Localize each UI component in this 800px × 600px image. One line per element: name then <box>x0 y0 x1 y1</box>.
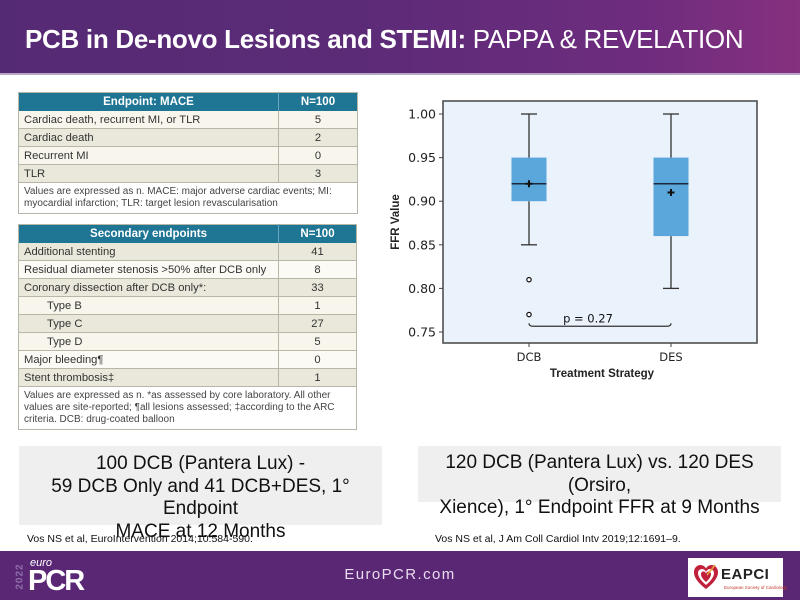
secondary-header-endpoint: Secondary endpoints <box>18 224 279 243</box>
footer-bar: 2022 euro PCR EuroPCR.com EAPCI European… <box>0 551 800 600</box>
row-value: 33 <box>278 278 357 297</box>
mace-header-endpoint: Endpoint: MACE <box>18 92 279 111</box>
table-row: Coronary dissection after DCB only*: 33 <box>18 278 357 297</box>
summary-line: 59 DCB Only and 41 DCB+DES, 1° Endpoint <box>51 475 350 520</box>
row-value: 5 <box>278 332 357 351</box>
row-label: Type D <box>18 332 279 351</box>
title-bar: PCB in De-novo Lesions and STEMI: PAPPA … <box>0 0 800 75</box>
secondary-footnote: Values are expressed as n. *as assessed … <box>18 386 357 430</box>
website-link[interactable]: EuroPCR.com <box>344 566 456 583</box>
row-label: Type C <box>18 314 279 333</box>
mace-header-n: N=100 <box>278 92 358 111</box>
slide-title-bold: PCB in De-novo Lesions and STEMI: <box>25 24 466 54</box>
table-row: TLR 3 <box>18 164 358 183</box>
table-row: Stent thrombosis‡ 1 <box>18 368 357 387</box>
iqr-box-des <box>653 157 689 237</box>
table-row: Major bleeding¶ 0 <box>18 350 357 369</box>
row-label: Residual diameter stenosis >50% after DC… <box>18 260 279 279</box>
summary-line: 120 DCB (Pantera Lux) vs. 120 DES (Orsir… <box>445 452 754 496</box>
secondary-header-n: N=100 <box>278 224 357 243</box>
slide-title-light: PAPPA & REVELATION <box>472 24 744 54</box>
row-value: 41 <box>278 243 357 261</box>
logo-pcr: PCR <box>28 565 85 597</box>
y-tick-label: 0.85 <box>408 237 436 252</box>
mace-table-header: Endpoint: MACE N=100 <box>18 92 358 111</box>
secondary-endpoints-table: Secondary endpoints N=100 Additional ste… <box>18 224 357 430</box>
summary-line: MACE at 12 Months <box>115 520 286 542</box>
p-value-bracket <box>528 323 672 327</box>
table-row: Recurrent MI 0 <box>18 146 358 165</box>
eapci-subtitle: European Society of Cardiology <box>724 585 788 590</box>
row-value: 1 <box>278 368 357 387</box>
outlier-point <box>526 276 532 283</box>
ffr-boxplot-chart: 0.75 0.80 0.85 0.90 0.95 1.00 FFR Value DCB DES T… <box>380 90 800 390</box>
pappa-summary-box: 100 DCB (Pantera Lux) - 59 DCB Only and … <box>19 446 382 542</box>
row-label: Cardiac death <box>18 128 279 147</box>
revelation-summary-box: 120 DCB (Pantera Lux) vs. 120 DES (Orsir… <box>418 446 781 518</box>
table-row: Cardiac death 2 <box>18 128 358 147</box>
outlier-point <box>526 311 532 318</box>
x-axis-label: Treatment Strategy <box>550 368 655 380</box>
x-tick-label: DCB <box>517 350 542 364</box>
row-label: Recurrent MI <box>18 146 279 165</box>
heart-icon <box>694 564 718 589</box>
citation-revelation: Vos NS et al, J Am Coll Cardiol Intv 201… <box>435 533 681 545</box>
iqr-box-dcb <box>511 157 547 202</box>
p-value-label: p = 0.27 <box>563 311 613 325</box>
row-label: Type B <box>18 296 279 315</box>
row-label: TLR <box>18 164 279 183</box>
row-value: 5 <box>278 111 358 129</box>
y-tick-label: 0.80 <box>408 281 436 296</box>
table-row: Residual diameter stenosis >50% after DC… <box>18 260 357 279</box>
eapci-logo: EAPCI European Society of Cardiology <box>688 558 787 597</box>
row-value: 3 <box>278 164 358 183</box>
y-axis-label: FFR Value <box>390 194 402 250</box>
europcr-logo: 2022 euro PCR <box>10 555 90 597</box>
citation-pappa: Vos NS et al, EuroIntervention 2014;10:5… <box>27 533 253 545</box>
table-row: Type C 27 <box>18 314 357 333</box>
y-tick-label: 0.75 <box>408 325 436 340</box>
summary-line: Xience), 1° Endpoint FFR at 9 Months <box>439 497 760 518</box>
row-value: 0 <box>278 350 357 369</box>
mace-table: Endpoint: MACE N=100 Cardiac death, recu… <box>18 92 358 214</box>
y-tick-label: 0.90 <box>408 194 436 209</box>
logo-euro: euro <box>30 557 53 569</box>
row-label: Major bleeding¶ <box>18 350 279 369</box>
secondary-table-header: Secondary endpoints N=100 <box>18 224 357 243</box>
summary-line: 100 DCB (Pantera Lux) - <box>95 453 306 474</box>
row-label: Coronary dissection after DCB only*: <box>18 278 279 297</box>
x-tick-label: DES <box>659 350 682 364</box>
title-rule <box>0 73 800 75</box>
mace-footnote: Values are expressed as n. MACE: major a… <box>18 182 358 214</box>
row-label: Additional stenting <box>18 243 279 261</box>
row-value: 8 <box>278 260 357 279</box>
slide-title: PCB in De-novo Lesions and STEMI: PAPPA … <box>25 24 744 55</box>
row-value: 27 <box>278 314 357 333</box>
row-label: Stent thrombosis‡ <box>18 368 279 387</box>
row-value: 1 <box>278 296 357 315</box>
eapci-name: EAPCI <box>721 566 770 583</box>
chart-svg: 0.75 0.80 0.85 0.90 0.95 1.00 FFR Value DCB DES T… <box>390 100 758 380</box>
y-tick-label: 1.00 <box>408 107 436 122</box>
row-value: 2 <box>278 128 358 147</box>
table-row: Cardiac death, recurrent MI, or TLR 5 <box>18 111 358 129</box>
y-tick-label: 0.95 <box>408 150 436 165</box>
table-row: Additional stenting 41 <box>18 243 357 261</box>
plot-area <box>442 100 758 344</box>
row-value: 0 <box>278 146 358 165</box>
row-label: Cardiac death, recurrent MI, or TLR <box>18 111 279 129</box>
